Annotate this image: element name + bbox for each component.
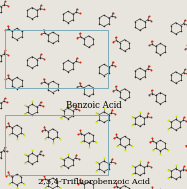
Text: 2,3,4-Trifluorobenzoic Acid: 2,3,4-Trifluorobenzoic Acid	[38, 177, 149, 185]
Bar	[0, 98, 187, 189]
Bar	[0, 0, 187, 98]
Text: Benzoic Acid: Benzoic Acid	[66, 101, 121, 110]
Bar	[5, 30, 108, 88]
Bar	[5, 115, 108, 175]
